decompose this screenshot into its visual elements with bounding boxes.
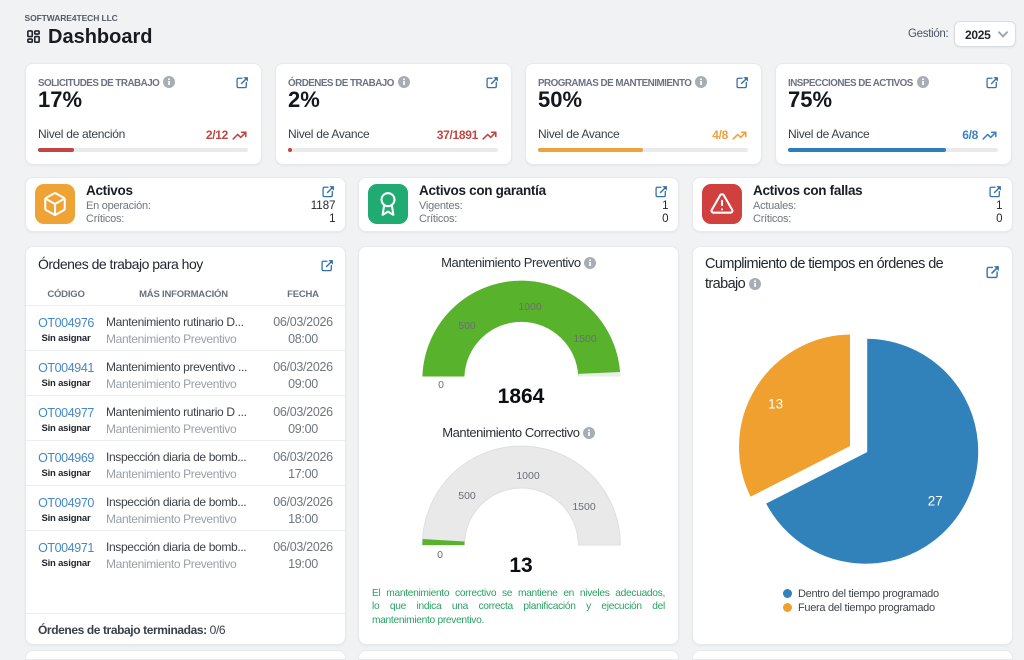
- svg-text:27: 27: [928, 493, 943, 508]
- svg-text:13: 13: [768, 396, 783, 411]
